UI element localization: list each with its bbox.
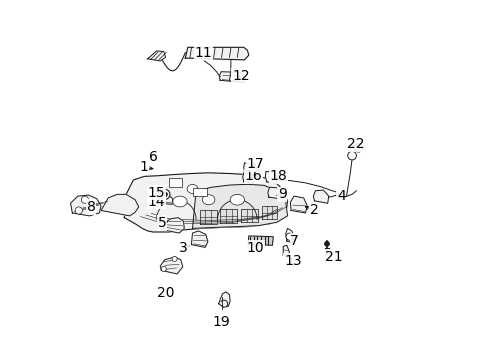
Text: 3: 3 — [179, 241, 187, 255]
Text: 20: 20 — [157, 286, 174, 300]
Polygon shape — [247, 236, 273, 245]
Polygon shape — [101, 194, 139, 216]
Circle shape — [81, 196, 88, 203]
Text: 2: 2 — [309, 203, 318, 217]
Text: 16: 16 — [244, 170, 262, 183]
Circle shape — [285, 233, 293, 240]
Polygon shape — [199, 210, 217, 224]
Bar — [192, 188, 206, 196]
Polygon shape — [192, 184, 287, 228]
Circle shape — [172, 256, 177, 261]
Ellipse shape — [230, 194, 244, 205]
Circle shape — [347, 151, 356, 160]
Bar — [169, 178, 182, 187]
Text: 18: 18 — [269, 170, 287, 183]
Text: 13: 13 — [284, 254, 301, 268]
Circle shape — [162, 192, 167, 197]
Polygon shape — [241, 209, 258, 222]
Polygon shape — [218, 292, 230, 307]
Ellipse shape — [202, 195, 214, 205]
Ellipse shape — [172, 196, 187, 207]
Circle shape — [160, 189, 169, 199]
Polygon shape — [161, 195, 172, 204]
Ellipse shape — [187, 184, 198, 193]
Circle shape — [75, 207, 82, 214]
Polygon shape — [164, 218, 184, 233]
Text: 14: 14 — [147, 194, 165, 208]
Circle shape — [353, 143, 362, 152]
Text: 7: 7 — [290, 234, 299, 248]
Polygon shape — [283, 245, 289, 257]
Text: 6: 6 — [148, 150, 157, 164]
Polygon shape — [313, 190, 328, 203]
Text: 9: 9 — [277, 187, 286, 201]
Polygon shape — [191, 231, 207, 247]
Text: 21: 21 — [325, 250, 342, 264]
Polygon shape — [70, 195, 101, 216]
Polygon shape — [244, 163, 256, 175]
Polygon shape — [261, 206, 276, 220]
Polygon shape — [160, 257, 183, 274]
Text: 4: 4 — [336, 189, 345, 203]
Polygon shape — [290, 196, 306, 213]
Polygon shape — [185, 47, 248, 60]
Text: 5: 5 — [157, 216, 166, 230]
Text: 15: 15 — [147, 185, 165, 199]
Polygon shape — [267, 187, 281, 199]
Text: 10: 10 — [246, 241, 264, 255]
Text: 11: 11 — [194, 46, 212, 60]
Text: 1: 1 — [140, 161, 148, 175]
Polygon shape — [285, 228, 293, 243]
Polygon shape — [220, 210, 237, 223]
Polygon shape — [147, 51, 165, 61]
Polygon shape — [124, 173, 287, 232]
Polygon shape — [242, 173, 254, 184]
Text: 12: 12 — [232, 69, 249, 83]
Text: 22: 22 — [346, 137, 364, 151]
Polygon shape — [219, 72, 244, 82]
Circle shape — [324, 241, 329, 246]
Text: 19: 19 — [212, 315, 229, 329]
Text: 8: 8 — [86, 200, 95, 214]
Polygon shape — [265, 171, 276, 184]
Circle shape — [161, 266, 166, 271]
Text: 17: 17 — [246, 157, 264, 171]
